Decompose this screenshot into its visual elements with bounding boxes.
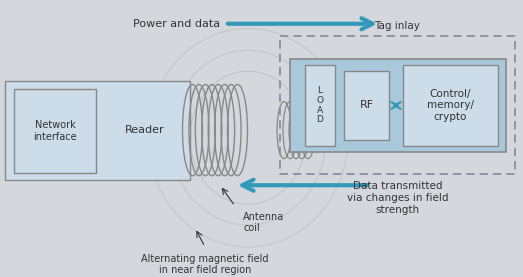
Text: L
O
A
D: L O A D — [316, 86, 324, 124]
Bar — [305, 65, 335, 146]
Bar — [344, 71, 389, 140]
Bar — [5, 81, 190, 181]
Bar — [14, 89, 96, 173]
Text: Control/
memory/
crypto: Control/ memory/ crypto — [427, 89, 474, 122]
Text: RF: RF — [359, 101, 373, 111]
Text: Reader: Reader — [125, 125, 165, 135]
Text: Power and data: Power and data — [133, 19, 220, 29]
Text: Data transmitted
via changes in field
strength: Data transmitted via changes in field st… — [347, 181, 448, 215]
Text: Network
interface: Network interface — [33, 120, 77, 142]
Bar — [403, 65, 498, 146]
Text: Tag inlay: Tag inlay — [374, 21, 420, 31]
Text: Antenna
coil: Antenna coil — [243, 212, 284, 234]
Text: Alternating magnetic field
in near field region: Alternating magnetic field in near field… — [141, 254, 269, 275]
Bar — [280, 36, 515, 174]
Bar — [290, 59, 506, 152]
